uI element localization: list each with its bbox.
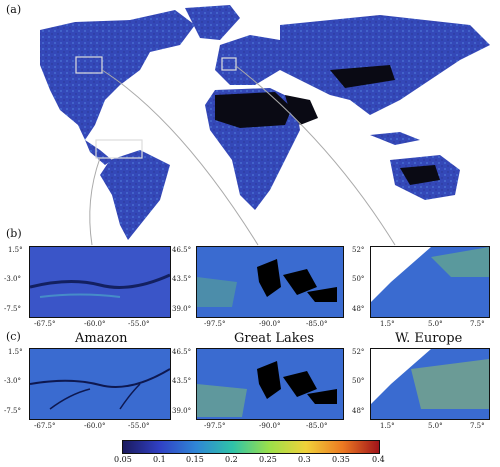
central-asia-desert: [330, 65, 395, 88]
panel-label-a: (a): [6, 3, 22, 16]
region-title-w-europe: W. Europe: [395, 331, 463, 346]
lat-tick: 48°: [352, 305, 365, 313]
central-america-landmass: [85, 140, 112, 165]
w-europe-zoom-box: [221, 57, 237, 71]
lat-tick: 46.5°: [172, 348, 192, 356]
lat-tick: 43.5°: [172, 275, 192, 283]
australia-desert: [400, 165, 440, 185]
lon-tick: -90.0°: [259, 320, 281, 328]
lon-tick: -90.0°: [259, 422, 281, 430]
greenland-landmass: [185, 5, 240, 40]
lon-tick: -85.0°: [306, 422, 328, 430]
lon-tick: 5.0°: [428, 320, 443, 328]
w-europe-map-b: [370, 246, 490, 318]
lat-tick: 52°: [352, 246, 365, 254]
north-america-landmass: [40, 10, 195, 140]
asia-landmass: [280, 15, 490, 115]
lon-tick: 5.0°: [428, 422, 443, 430]
amazon-zoom-box: [95, 139, 143, 159]
colorbar-tick: 0.1: [153, 455, 166, 464]
lon-tick: 1.5°: [380, 320, 395, 328]
lat-tick: 39.0°: [172, 407, 192, 415]
lon-tick: -97.5°: [204, 320, 226, 328]
w-europe-map-c: [370, 348, 490, 420]
lat-tick: -3.0°: [4, 377, 21, 385]
great-lakes-map-b: [196, 246, 344, 318]
region-title-amazon: Amazon: [75, 331, 128, 346]
lat-tick: 48°: [352, 407, 365, 415]
sahara-desert: [215, 92, 292, 128]
lon-tick: -60.0°: [84, 422, 106, 430]
lon-tick: 7.5°: [470, 422, 485, 430]
amazon-zoom-line: [89, 157, 101, 246]
colorbar-tick: 0.05: [114, 455, 132, 464]
south-america-landmass: [100, 150, 170, 240]
lat-tick: 43.5°: [172, 377, 192, 385]
w-europe-zoom-line: [235, 65, 396, 246]
lat-tick: -7.5°: [4, 407, 21, 415]
lat-tick: 46.5°: [172, 246, 192, 254]
colorbar-tick: 0.2: [225, 455, 238, 464]
lat-tick: 50°: [352, 275, 365, 283]
amazon-map-c: [29, 348, 171, 420]
europe-landmass: [215, 35, 280, 85]
lat-tick: 50°: [352, 377, 365, 385]
great-lakes-zoom-line: [101, 69, 259, 246]
lat-tick: -7.5°: [4, 305, 21, 313]
region-title-great-lakes: Great Lakes: [234, 331, 315, 346]
panel-label-b: (b): [6, 227, 22, 240]
great-lakes-map-c: [196, 348, 344, 420]
lon-tick: -97.5°: [204, 422, 226, 430]
lon-tick: -60.0°: [84, 320, 106, 328]
lat-tick: 52°: [352, 348, 365, 356]
indonesia-islands: [370, 132, 420, 145]
arabia-desert: [285, 95, 318, 125]
world-map: [40, 5, 490, 246]
lat-tick: 1.5°: [8, 246, 23, 254]
lon-tick: -55.0°: [128, 320, 150, 328]
panel-label-c: (c): [6, 330, 21, 343]
amazon-map-b: [29, 246, 171, 318]
colorbar-tick: 0.15: [186, 455, 204, 464]
colorbar-tick: 0.3: [298, 455, 311, 464]
colorbar-tick: 0.4: [372, 455, 385, 464]
lon-tick: -67.5°: [34, 320, 56, 328]
lon-tick: -85.0°: [306, 320, 328, 328]
lon-tick: 1.5°: [380, 422, 395, 430]
lat-tick: -3.0°: [4, 275, 21, 283]
colorbar-tick: 0.35: [332, 455, 350, 464]
colorbar: [122, 440, 380, 454]
lon-tick: 7.5°: [470, 320, 485, 328]
lon-tick: -55.0°: [128, 422, 150, 430]
great-lakes-zoom-box: [75, 56, 103, 74]
lat-tick: 1.5°: [8, 348, 23, 356]
colorbar-tick: 0.25: [259, 455, 277, 464]
lon-tick: -67.5°: [34, 422, 56, 430]
lat-tick: 39.0°: [172, 305, 192, 313]
